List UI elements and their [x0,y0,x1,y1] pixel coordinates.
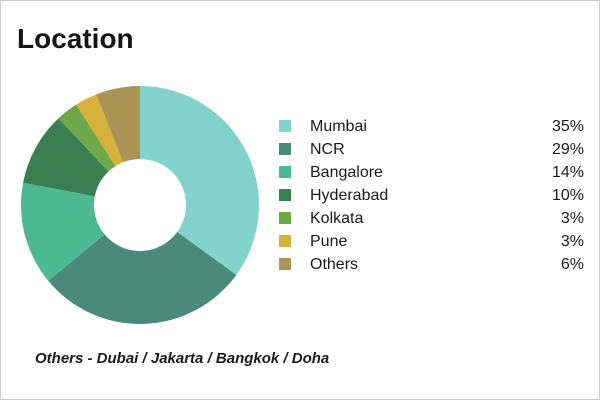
card-title: Location [17,23,134,54]
legend-swatch [279,258,291,270]
legend-label: Kolkata [310,210,364,227]
legend-item-pune: Pune 3% [277,230,587,253]
legend-value: 29% [551,141,584,158]
legend-item-kolkata: Kolkata 3% [277,207,587,230]
legend-swatch [279,212,291,224]
donut-slice-pune [76,94,124,167]
donut-slice-hyderabad [23,118,109,197]
legend-item-others: Others 6% [277,253,587,276]
legend-label: Mumbai [310,118,367,135]
others-footnote: Others - Dubai / Jakarta / Bangkok / Doh… [35,350,330,367]
legend-swatch [279,166,291,178]
legend-label: Bangalore [310,164,383,181]
chart-legend: Mumbai 35% NCR 29% Bangalore 14% Hyderabad 10% K… [277,115,587,276]
donut-slice-ncr [48,232,237,325]
legend-value: 3% [560,233,584,250]
legend-value: 6% [560,256,584,273]
legend-value: 35% [551,118,584,135]
legend-item-hyderabad: Hyderabad 10% [277,184,587,207]
legend-item-ncr: NCR 29% [277,138,587,161]
donut-slice-kolkata [58,104,116,172]
legend-value: 14% [551,164,584,181]
legend-value: 3% [560,210,584,227]
legend-label: NCR [310,141,345,158]
legend-label: Pune [310,233,348,250]
legend-item-mumbai: Mumbai 35% [277,115,587,138]
legend-value: 10% [551,187,584,204]
donut-slice-mumbai [140,86,260,275]
legend-item-bangalore: Bangalore 14% [277,161,587,184]
legend-swatch [279,143,291,155]
legend-label: Hyderabad [310,187,389,204]
legend-swatch [279,120,291,132]
donut-slice-others [96,86,140,163]
donut-slice-bangalore [20,182,105,281]
legend-swatch [279,189,291,201]
legend-swatch [279,235,291,247]
legend-label: Others [310,256,359,273]
